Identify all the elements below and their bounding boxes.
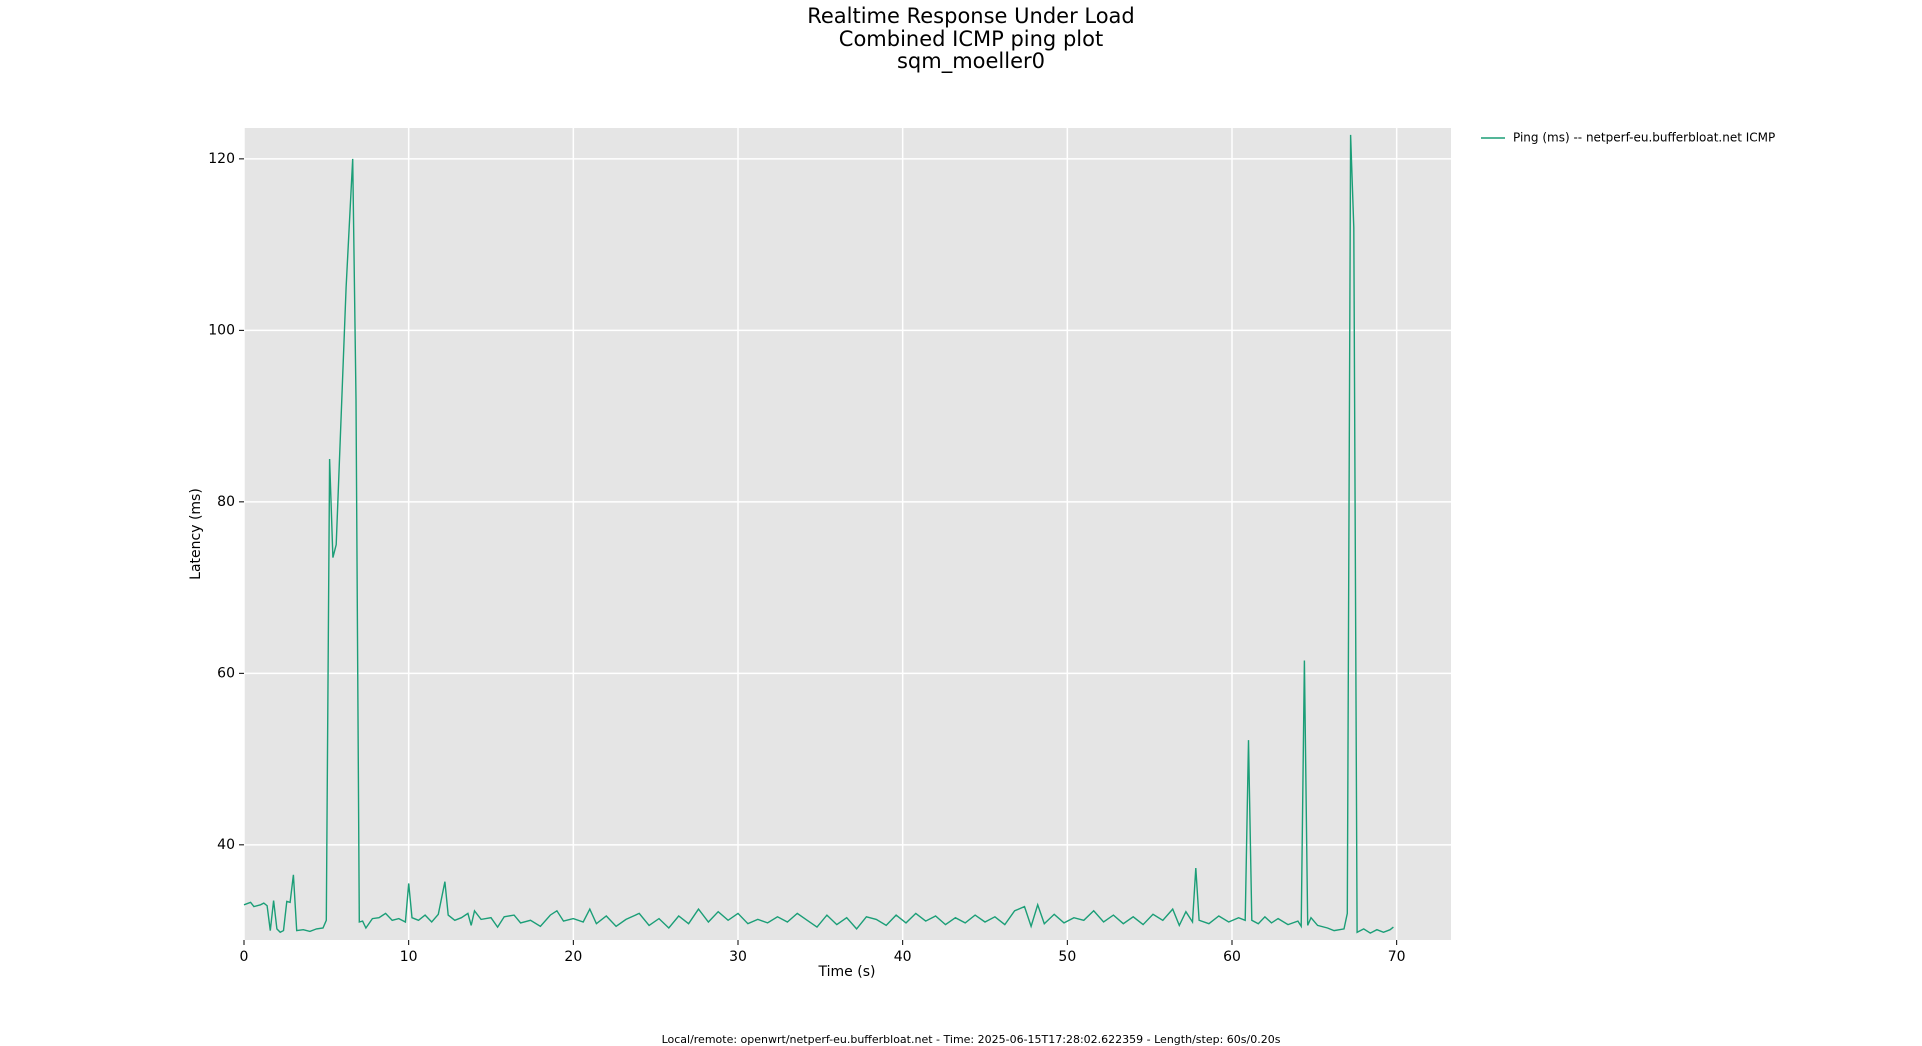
x-tick-label: 20 xyxy=(564,949,582,965)
y-tick-label: 100 xyxy=(208,322,235,338)
plot-area xyxy=(244,128,1451,940)
chart-subtitle: sqm_moeller0 xyxy=(897,49,1045,74)
x-tick-label: 50 xyxy=(1058,949,1076,965)
x-tick-label: 0 xyxy=(240,949,249,965)
y-tick-label: 80 xyxy=(217,494,235,510)
footer: Local/remote: openwrt/netperf-eu.bufferb… xyxy=(662,1033,1281,1046)
chart-subtitle: Combined ICMP ping plot xyxy=(839,27,1103,51)
x-tick-label: 70 xyxy=(1388,949,1406,965)
chart-title: Realtime Response Under Load xyxy=(807,4,1135,28)
x-tick-label: 60 xyxy=(1223,949,1241,965)
y-tick-label: 40 xyxy=(217,837,235,853)
x-axis-label: Time (s) xyxy=(818,964,876,980)
x-tick-label: 30 xyxy=(729,949,747,965)
x-tick-label: 40 xyxy=(894,949,912,965)
y-tick-label: 120 xyxy=(208,151,235,167)
legend-label: Ping (ms) -- netperf-eu.bufferbloat.net … xyxy=(1513,131,1775,145)
y-axis-label: Latency (ms) xyxy=(188,488,204,580)
y-tick-label: 60 xyxy=(217,665,235,681)
data-line xyxy=(243,134,1394,934)
x-tick-label: 10 xyxy=(400,949,418,965)
